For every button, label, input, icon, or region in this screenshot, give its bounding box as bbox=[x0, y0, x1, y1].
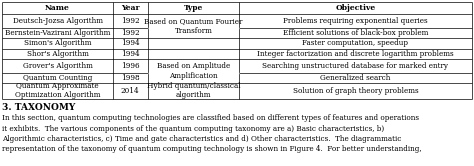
Text: Based on Quantum Fourier
Transform: Based on Quantum Fourier Transform bbox=[145, 17, 243, 35]
Text: 1996: 1996 bbox=[121, 62, 139, 70]
Text: 1994: 1994 bbox=[121, 50, 139, 58]
Text: Integer factorization and discrete logarithm problems: Integer factorization and discrete logar… bbox=[257, 50, 454, 58]
Text: 1992: 1992 bbox=[121, 29, 139, 37]
Text: Objective: Objective bbox=[336, 4, 375, 12]
Text: Hybrid quantum/classical
algorithm: Hybrid quantum/classical algorithm bbox=[147, 82, 240, 99]
Text: 3. TAXONOMY: 3. TAXONOMY bbox=[2, 103, 76, 113]
Text: Deutsch-Jozsa Algorithm: Deutsch-Jozsa Algorithm bbox=[12, 17, 102, 25]
Text: 1998: 1998 bbox=[121, 74, 139, 82]
Text: Based on Amplitude
Amplification: Based on Amplitude Amplification bbox=[157, 62, 230, 80]
Text: Faster computation, speedup: Faster computation, speedup bbox=[302, 39, 409, 47]
Text: Quantum Counting: Quantum Counting bbox=[23, 74, 92, 82]
Text: Generalized search: Generalized search bbox=[320, 74, 391, 82]
Text: 1994: 1994 bbox=[121, 39, 139, 47]
Text: 1992: 1992 bbox=[121, 17, 139, 25]
Text: Name: Name bbox=[45, 4, 70, 12]
Text: 2014: 2014 bbox=[121, 87, 139, 95]
Text: In this section, quantum computing technologies are classified based on differen: In this section, quantum computing techn… bbox=[2, 115, 422, 153]
Text: Year: Year bbox=[121, 4, 139, 12]
Text: Bernstein-Vazirani Algorithm: Bernstein-Vazirani Algorithm bbox=[5, 29, 110, 37]
Text: Shor's Algorithm: Shor's Algorithm bbox=[27, 50, 89, 58]
Text: Quantum Approximate
Optimization Algorithm: Quantum Approximate Optimization Algorit… bbox=[15, 82, 100, 99]
Text: Problems requiring exponential queries: Problems requiring exponential queries bbox=[283, 17, 428, 25]
Text: Type: Type bbox=[184, 4, 203, 12]
Text: Searching unstructured database for marked entry: Searching unstructured database for mark… bbox=[263, 62, 448, 70]
Text: Solution of graph theory problems: Solution of graph theory problems bbox=[292, 87, 418, 95]
Text: Efficient solutions of black-box problem: Efficient solutions of black-box problem bbox=[283, 29, 428, 37]
Text: Simon's Algorithm: Simon's Algorithm bbox=[24, 39, 91, 47]
Text: Grover's Algorithm: Grover's Algorithm bbox=[23, 62, 92, 70]
